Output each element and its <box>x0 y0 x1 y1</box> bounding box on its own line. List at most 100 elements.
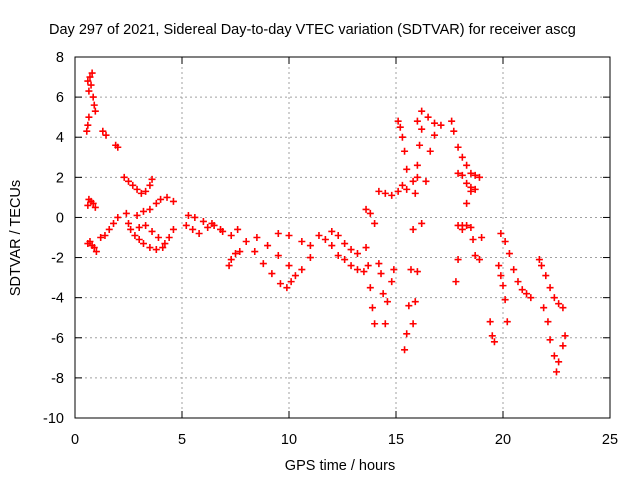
data-point <box>127 225 135 233</box>
y-tick-label: 8 <box>56 50 64 66</box>
data-point <box>366 284 374 292</box>
data-point <box>268 270 276 278</box>
y-tick-label: 0 <box>56 210 64 226</box>
data-point <box>527 294 535 302</box>
data-point <box>546 284 554 292</box>
data-point <box>86 238 94 246</box>
data-point <box>463 179 471 187</box>
data-point <box>540 304 548 312</box>
x-tick-label: 20 <box>495 432 511 448</box>
data-point <box>362 244 370 252</box>
data-point <box>375 260 383 268</box>
data-point <box>208 219 216 227</box>
y-tick-label: -6 <box>51 331 64 347</box>
data-point <box>409 177 417 185</box>
data-point <box>467 169 475 177</box>
data-point <box>182 221 190 229</box>
data-point <box>328 227 336 235</box>
data-point <box>490 338 498 346</box>
data-point <box>413 117 421 125</box>
data-point <box>381 189 389 197</box>
data-point <box>544 318 552 326</box>
grid-layer <box>75 57 610 418</box>
data-point <box>298 238 306 246</box>
data-point <box>437 121 445 129</box>
data-point <box>403 165 411 173</box>
data-point <box>191 213 199 221</box>
data-point <box>555 358 563 366</box>
data-point <box>199 217 207 225</box>
data-point <box>84 121 92 129</box>
data-point <box>86 73 94 81</box>
data-point <box>264 242 272 250</box>
data-point <box>131 231 139 239</box>
y-tick-label: -8 <box>51 371 64 387</box>
data-point <box>458 221 466 229</box>
data-point <box>133 185 141 193</box>
data-point <box>83 127 91 135</box>
data-point <box>416 141 424 149</box>
data-point <box>276 280 284 288</box>
data-point <box>285 262 293 270</box>
data-point <box>161 240 169 248</box>
data-points <box>83 69 569 376</box>
data-point <box>396 123 404 131</box>
data-point <box>454 169 462 177</box>
data-point <box>383 298 391 306</box>
y-tick-label: 6 <box>56 90 64 106</box>
data-point <box>411 189 419 197</box>
data-point <box>137 189 145 197</box>
data-point <box>471 171 479 179</box>
plot-frame <box>74 56 611 419</box>
data-point <box>217 225 225 233</box>
y-tick-label: -4 <box>51 291 64 307</box>
data-point <box>274 252 282 260</box>
data-point <box>495 262 503 270</box>
data-point <box>501 296 509 304</box>
data-point <box>146 205 154 213</box>
data-point <box>142 187 150 195</box>
data-point <box>227 231 235 239</box>
data-point <box>242 238 250 246</box>
data-point <box>169 197 177 205</box>
data-point <box>227 256 235 264</box>
data-point <box>381 320 389 328</box>
data-point <box>431 131 439 139</box>
data-point <box>91 107 99 115</box>
data-point <box>518 286 526 294</box>
data-point <box>87 81 95 89</box>
data-point <box>90 101 98 109</box>
data-point <box>426 147 434 155</box>
data-point <box>364 262 372 270</box>
y-tick-label: 4 <box>56 130 64 146</box>
data-point <box>102 131 110 139</box>
data-point <box>424 113 432 121</box>
data-point <box>497 272 505 280</box>
data-point <box>401 346 409 354</box>
data-point <box>448 117 456 125</box>
data-point <box>371 320 379 328</box>
data-point <box>184 211 192 219</box>
data-point <box>450 127 458 135</box>
data-point <box>514 278 522 286</box>
data-point <box>125 219 132 227</box>
data-point <box>550 294 558 302</box>
data-point <box>92 248 100 256</box>
data-point <box>234 225 242 233</box>
data-point <box>84 201 92 209</box>
data-point <box>225 262 233 270</box>
data-point <box>486 318 494 326</box>
data-point <box>454 143 462 151</box>
data-point <box>236 248 244 256</box>
data-point <box>139 240 147 248</box>
data-point <box>347 262 355 270</box>
tick-layer: 0 5 10 15 20 25 -10 -8 -6 -4 -2 0 2 4 6 8 <box>43 50 618 448</box>
data-point <box>452 278 460 286</box>
data-point <box>114 213 122 221</box>
data-point <box>431 119 439 127</box>
x-tick-label: 25 <box>602 432 618 448</box>
data-point <box>458 171 466 179</box>
data-point <box>152 199 160 207</box>
y-axis-label: SDTVAR / TECUs <box>8 180 24 296</box>
data-point <box>394 187 402 195</box>
